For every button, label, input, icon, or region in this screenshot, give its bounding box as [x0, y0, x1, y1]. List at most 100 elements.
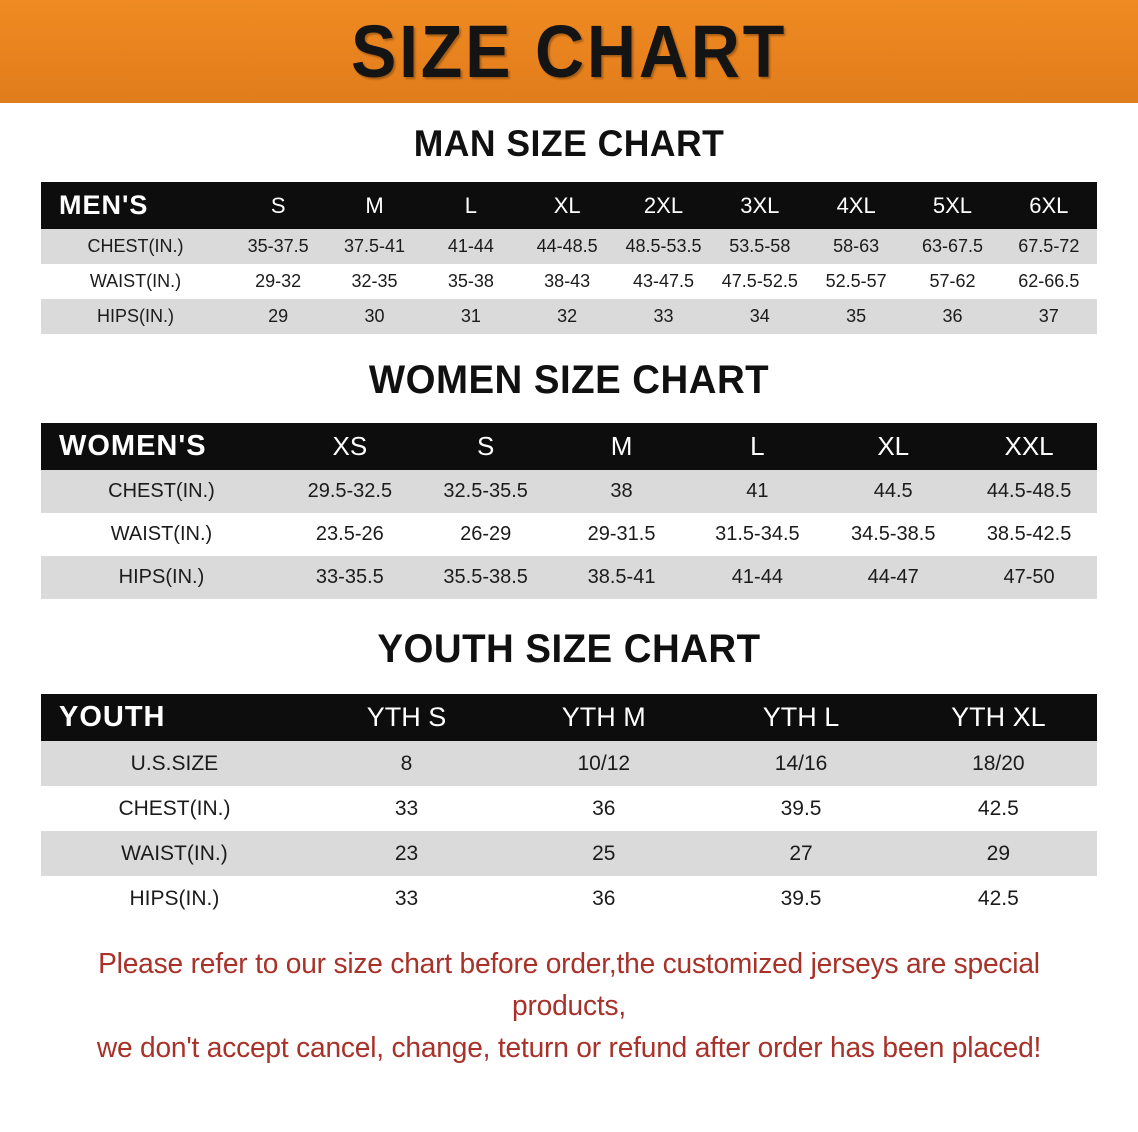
men-row-label-2: WAIST(IN.) [89, 271, 182, 291]
men-size-table: MEN'S S M L XL 2XL 3XL 4XL 5XL 6XL CHEST(IN.) 35-3… [41, 182, 1097, 334]
women-cell-r2-c3: 29-31.5 [587, 523, 656, 545]
men-cell-r1-c2: 37.5-41 [343, 236, 406, 256]
youth-cell-r1-c4: 18/20 [972, 751, 1025, 775]
women-column-header-5: XL [877, 431, 910, 461]
men-cell-r2-c5: 43-47.5 [632, 271, 695, 291]
men-column-header-7: 4XL [836, 192, 876, 218]
women-cell-r1-c1: 29.5-32.5 [307, 480, 393, 502]
women-table-row: WAIST(IN.) 23.5-26 26-29 29-31.5 31.5-34.5 34… [41, 513, 1097, 556]
women-row-label-2: WAIST(IN.) [110, 523, 213, 545]
women-table-row: HIPS(IN.) 33-35.5 35.5-38.5 38.5-41 41-44 44-… [41, 556, 1097, 599]
youth-table-body: U.S.SIZE 8 10/12 14/16 18/20 CHEST(IN.) 33 36 39… [41, 741, 1097, 921]
order-policy-disclaimer: Please refer to our size chart before or… [45, 943, 1093, 1069]
women-cell-r3-c1: 33-35.5 [315, 566, 384, 588]
men-cell-r2-c8: 57-62 [929, 271, 976, 291]
men-cell-r1-c7: 58-63 [833, 236, 880, 256]
men-table-row: CHEST(IN.) 35-37.5 37.5-41 41-44 44-48.5 48.5… [41, 229, 1097, 264]
men-cell-r1-c1: 35-37.5 [247, 236, 309, 256]
men-column-header-6: 3XL [740, 192, 780, 218]
women-cell-r1-c5: 44.5 [873, 480, 913, 502]
women-table-body: CHEST(IN.) 29.5-32.5 32.5-35.5 38 41 44.5 44.5… [41, 470, 1097, 599]
youth-table-head: YOUTH YTH S YTH M YTH L YTH XL [41, 694, 1097, 741]
men-table-row: WAIST(IN.) 29-32 32-35 35-38 38-43 43-47.5 47.… [41, 264, 1097, 299]
youth-cell-r2-c2: 36 [592, 796, 616, 820]
youth-cell-r1-c1: 8 [400, 751, 413, 775]
disclaimer-line-2: we don't accept cancel, change, teturn o… [96, 1032, 1042, 1065]
men-cell-r2-c4: 38-43 [544, 271, 591, 291]
men-cell-r1-c5: 48.5-53.5 [625, 236, 702, 256]
youth-row-label-2: CHEST(IN.) [118, 796, 231, 820]
man-table-container: MEN'S S M L XL 2XL 3XL 4XL 5XL 6XL CHEST(IN.) 35-3… [41, 182, 1097, 334]
women-section-title: WOMEN SIZE CHART [368, 358, 770, 402]
youth-table-row: U.S.SIZE 8 10/12 14/16 18/20 [41, 741, 1097, 786]
man-section-title: MAN SIZE CHART [413, 123, 725, 164]
youth-column-header-4: YTH XL [951, 702, 1046, 732]
men-row-label-1: CHEST(IN.) [87, 236, 184, 256]
women-cell-r3-c6: 47-50 [1003, 566, 1055, 588]
women-cell-r1-c3: 38 [610, 480, 633, 502]
men-cell-r3-c1: 29 [268, 306, 289, 326]
women-cell-r2-c5: 34.5-38.5 [850, 523, 936, 545]
youth-table-row: HIPS(IN.) 33 36 39.5 42.5 [41, 876, 1097, 921]
youth-table-container: YOUTH YTH S YTH M YTH L YTH XL U.S.SIZE 8 10/1… [41, 694, 1097, 921]
men-cell-r2-c7: 52.5-57 [825, 271, 887, 291]
women-cell-r2-c2: 26-29 [460, 523, 512, 545]
women-table-container: WOMEN'S XS S M L XL XXL CHEST(IN.) 29.5-32.5 32.… [41, 423, 1097, 599]
men-cell-r1-c9: 67.5-72 [1018, 236, 1080, 256]
youth-cell-r3-c3: 27 [789, 841, 813, 865]
men-cell-r3-c2: 30 [364, 306, 385, 326]
women-cell-r2-c6: 38.5-42.5 [986, 523, 1072, 545]
women-column-header-3: M [610, 431, 633, 461]
men-column-header-1: S [270, 192, 286, 218]
men-table-body: CHEST(IN.) 35-37.5 37.5-41 41-44 44-48.5 48.5… [41, 229, 1097, 334]
youth-row-label-4: HIPS(IN.) [129, 886, 220, 910]
women-cell-r3-c2: 35.5-38.5 [443, 566, 528, 588]
men-row-label-3: HIPS(IN.) [97, 306, 175, 326]
youth-cell-r2-c4: 42.5 [977, 796, 1019, 820]
youth-cell-r1-c2: 10/12 [577, 751, 631, 775]
women-cell-r2-c4: 31.5-34.5 [715, 523, 800, 545]
youth-cell-r4-c4: 42.5 [977, 886, 1019, 910]
youth-cell-r1-c3: 14/16 [774, 751, 828, 775]
men-cell-r2-c2: 32-35 [351, 271, 398, 291]
women-cell-r1-c4: 41 [746, 480, 769, 502]
women-column-header-2: S [477, 431, 495, 461]
men-table-head: MEN'S S M L XL 2XL 3XL 4XL 5XL 6XL [41, 182, 1097, 229]
youth-section-title: YOUTH SIZE CHART [377, 627, 761, 671]
women-column-header-1: XS [332, 431, 368, 461]
men-column-header-8: 5XL [932, 192, 973, 218]
women-header-row: WOMEN'S XS S M L XL XXL [41, 423, 1097, 470]
youth-header-row: YOUTH YTH S YTH M YTH L YTH XL [41, 694, 1097, 741]
youth-corner-label: YOUTH [59, 701, 166, 733]
men-column-header-5: 2XL [643, 192, 684, 218]
youth-table-row: CHEST(IN.) 33 36 39.5 42.5 [41, 786, 1097, 831]
women-cell-r1-c6: 44.5-48.5 [986, 480, 1072, 502]
youth-cell-r2-c1: 33 [394, 796, 419, 820]
youth-cell-r4-c3: 39.5 [780, 886, 822, 910]
women-cell-r3-c3: 38.5-41 [587, 566, 656, 588]
women-table-head: WOMEN'S XS S M L XL XXL [41, 423, 1097, 470]
youth-cell-r4-c2: 36 [592, 886, 616, 910]
men-header-row: MEN'S S M L XL 2XL 3XL 4XL 5XL 6XL [41, 182, 1097, 229]
women-corner-label: WOMEN'S [59, 430, 207, 462]
men-cell-r2-c1: 29-32 [255, 271, 302, 291]
youth-cell-r3-c4: 29 [986, 841, 1011, 865]
men-cell-r3-c4: 32 [557, 306, 578, 326]
youth-column-header-2: YTH M [561, 702, 646, 732]
youth-size-table: YOUTH YTH S YTH M YTH L YTH XL U.S.SIZE 8 10/1… [41, 694, 1097, 921]
men-table-row: HIPS(IN.) 29 30 31 32 33 34 35 36 37 [41, 299, 1097, 334]
youth-table-row: WAIST(IN.) 23 25 27 29 [41, 831, 1097, 876]
men-cell-r3-c6: 34 [749, 306, 770, 326]
men-cell-r3-c3: 31 [460, 306, 481, 326]
youth-cell-r4-c1: 33 [394, 886, 419, 910]
men-column-header-2: M [365, 192, 384, 218]
men-cell-r1-c6: 53.5-58 [729, 236, 791, 256]
women-cell-r3-c4: 41-44 [731, 566, 783, 588]
youth-row-label-3: WAIST(IN.) [121, 841, 228, 865]
men-cell-r1-c4: 44-48.5 [536, 236, 598, 256]
men-cell-r3-c8: 36 [942, 306, 963, 326]
youth-row-label-1: U.S.SIZE [130, 751, 219, 775]
men-corner-label: MEN'S [59, 190, 149, 220]
youth-column-header-1: YTH S [366, 702, 447, 732]
men-column-header-3: L [464, 192, 477, 218]
